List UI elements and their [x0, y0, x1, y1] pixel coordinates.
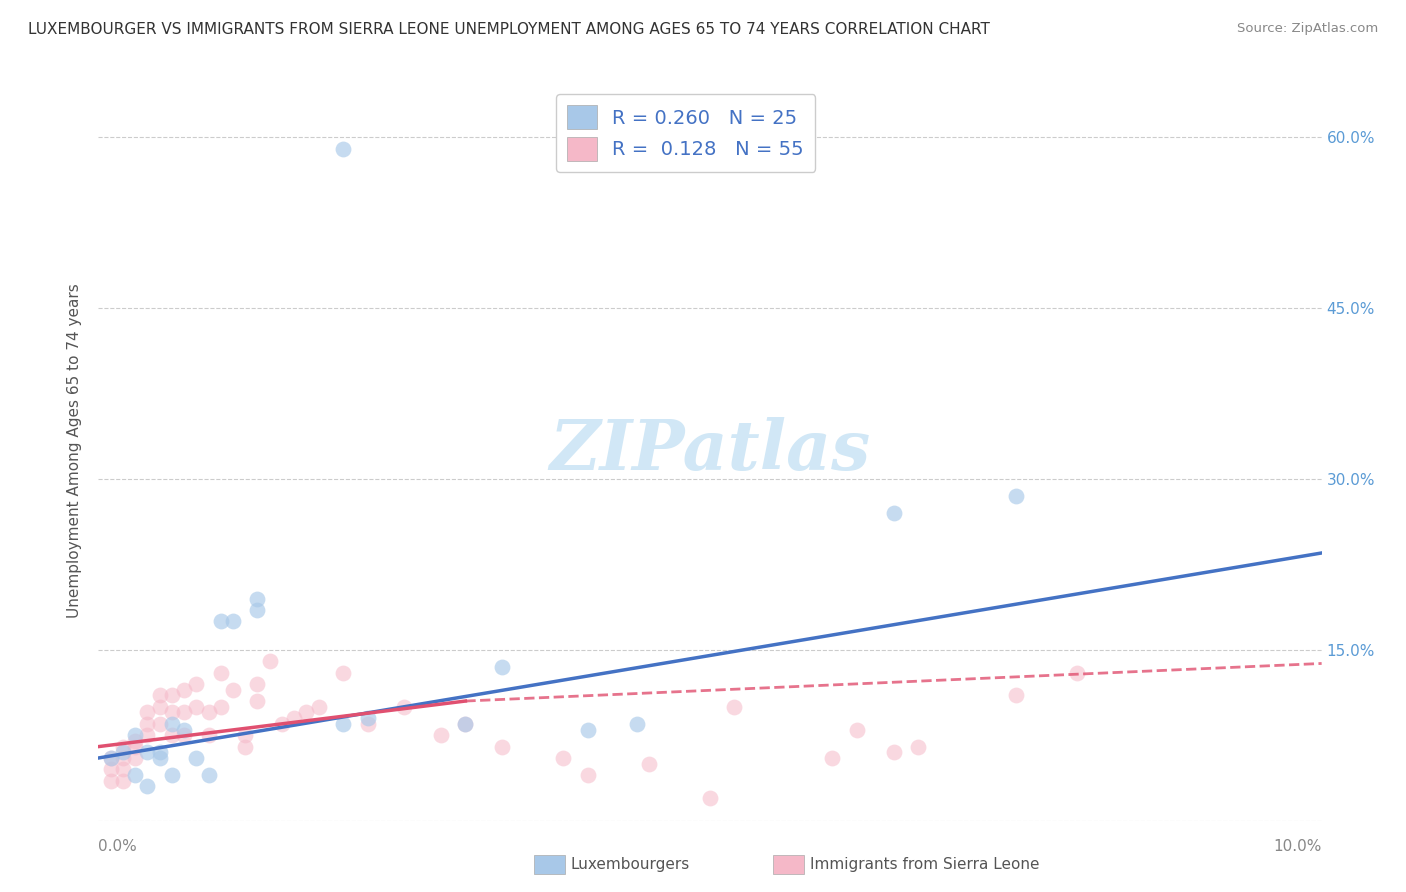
- Point: [246, 591, 269, 606]
- Point: [197, 728, 219, 742]
- Point: [233, 728, 256, 742]
- Point: [308, 699, 330, 714]
- Point: [136, 728, 159, 742]
- Text: 0.0%: 0.0%: [98, 839, 138, 855]
- Text: Source: ZipAtlas.com: Source: ZipAtlas.com: [1237, 22, 1378, 36]
- Point: [149, 716, 172, 731]
- Point: [136, 716, 159, 731]
- Point: [124, 734, 146, 748]
- Point: [332, 665, 354, 680]
- Point: [100, 751, 122, 765]
- Point: [222, 682, 245, 697]
- Point: [173, 728, 195, 742]
- Point: [136, 745, 159, 759]
- Point: [186, 751, 208, 765]
- Point: [149, 689, 172, 703]
- Point: [295, 706, 318, 720]
- Point: [149, 751, 172, 765]
- Point: [160, 768, 183, 782]
- Point: [356, 716, 378, 731]
- Point: [233, 739, 256, 754]
- Point: [197, 768, 219, 782]
- Point: [1004, 689, 1026, 703]
- Point: [283, 711, 305, 725]
- Point: [332, 716, 354, 731]
- Point: [124, 728, 146, 742]
- Point: [160, 706, 183, 720]
- Point: [100, 773, 122, 788]
- Point: [209, 699, 232, 714]
- Point: [124, 768, 146, 782]
- Point: [136, 706, 159, 720]
- Point: [454, 716, 477, 731]
- Point: [553, 751, 575, 765]
- Text: 10.0%: 10.0%: [1274, 839, 1322, 855]
- Point: [332, 142, 354, 156]
- Point: [270, 716, 292, 731]
- Point: [392, 699, 416, 714]
- Point: [246, 603, 269, 617]
- Point: [149, 745, 172, 759]
- Point: [430, 728, 453, 742]
- Point: [136, 780, 159, 794]
- Point: [100, 763, 122, 777]
- Point: [111, 751, 134, 765]
- Point: [160, 728, 183, 742]
- Point: [124, 739, 146, 754]
- Point: [1004, 489, 1026, 503]
- Legend: R = 0.260   N = 25, R =  0.128   N = 55: R = 0.260 N = 25, R = 0.128 N = 55: [555, 94, 815, 172]
- Point: [259, 654, 281, 668]
- Point: [356, 711, 378, 725]
- Point: [111, 763, 134, 777]
- Y-axis label: Unemployment Among Ages 65 to 74 years: Unemployment Among Ages 65 to 74 years: [67, 283, 83, 618]
- Text: ZIPatlas: ZIPatlas: [550, 417, 870, 484]
- Point: [883, 506, 905, 520]
- Point: [209, 615, 232, 629]
- Text: Immigrants from Sierra Leone: Immigrants from Sierra Leone: [810, 857, 1039, 871]
- Point: [160, 716, 183, 731]
- Point: [124, 751, 146, 765]
- Point: [186, 677, 208, 691]
- Point: [454, 716, 477, 731]
- Point: [111, 739, 134, 754]
- Text: Luxembourgers: Luxembourgers: [571, 857, 690, 871]
- Point: [222, 615, 245, 629]
- Point: [626, 716, 648, 731]
- Point: [246, 677, 269, 691]
- Point: [723, 699, 745, 714]
- Point: [173, 682, 195, 697]
- Point: [111, 745, 134, 759]
- Point: [821, 751, 844, 765]
- Point: [637, 756, 661, 771]
- Point: [907, 739, 929, 754]
- Point: [883, 745, 905, 759]
- Point: [173, 706, 195, 720]
- Point: [186, 699, 208, 714]
- Point: [209, 665, 232, 680]
- Point: [845, 723, 868, 737]
- Text: LUXEMBOURGER VS IMMIGRANTS FROM SIERRA LEONE UNEMPLOYMENT AMONG AGES 65 TO 74 YE: LUXEMBOURGER VS IMMIGRANTS FROM SIERRA L…: [28, 22, 990, 37]
- Point: [149, 699, 172, 714]
- Point: [100, 751, 122, 765]
- Point: [197, 706, 219, 720]
- Point: [576, 723, 599, 737]
- Point: [491, 739, 513, 754]
- Point: [1066, 665, 1088, 680]
- Point: [491, 660, 513, 674]
- Point: [111, 773, 134, 788]
- Point: [160, 689, 183, 703]
- Point: [576, 768, 599, 782]
- Point: [246, 694, 269, 708]
- Point: [173, 723, 195, 737]
- Point: [699, 790, 721, 805]
